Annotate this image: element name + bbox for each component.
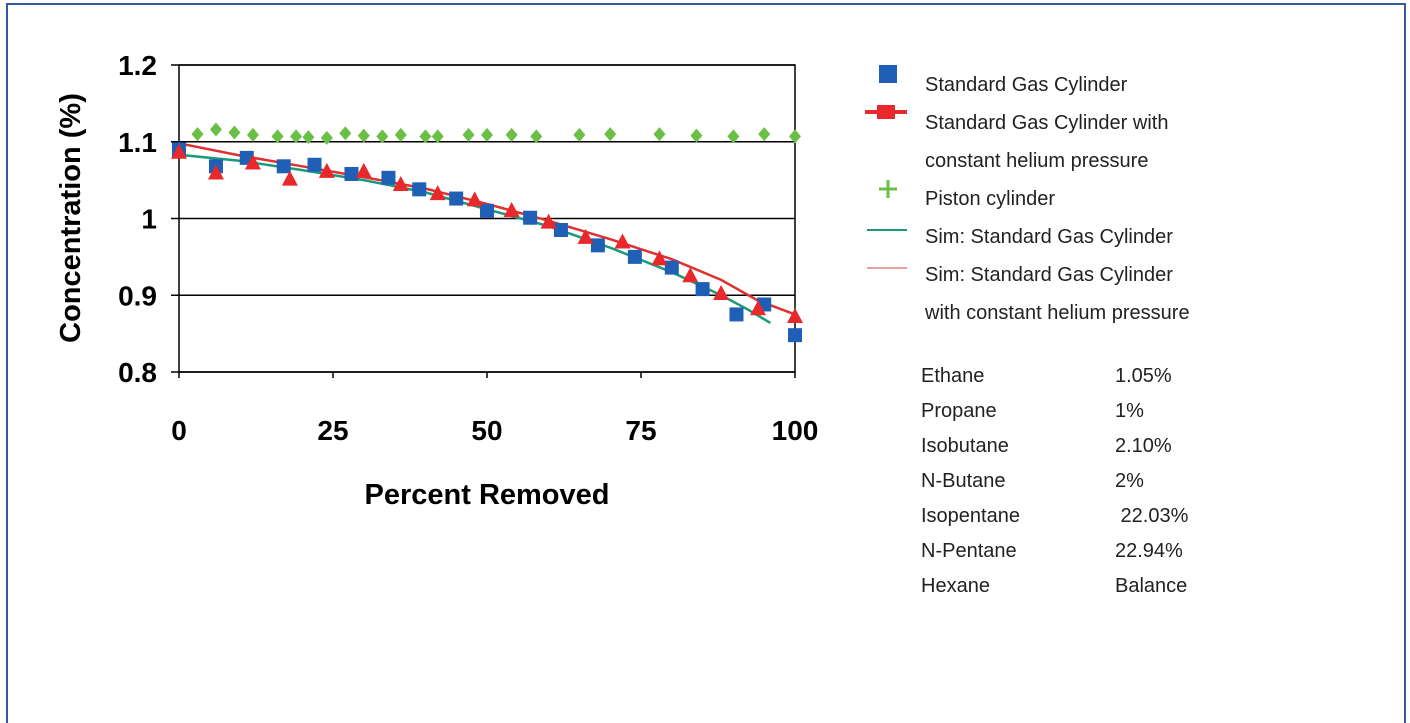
diamond-point: [727, 129, 740, 144]
diamond-point: [758, 127, 771, 142]
component-name: N-Butane: [921, 470, 1006, 492]
square-point: [449, 191, 464, 206]
component-value: 2%: [1115, 470, 1144, 492]
triangle-point: [503, 202, 520, 218]
x-axis-label: Percent Removed: [365, 479, 610, 511]
square-point: [553, 223, 568, 238]
component-name: N-Pentane: [921, 540, 1017, 562]
square-point: [695, 282, 710, 297]
diamond-point: [376, 129, 389, 144]
y-axis-label: Concentration (%): [55, 93, 87, 343]
component-value: 22.94%: [1115, 540, 1183, 562]
diamond-point: [357, 128, 370, 143]
diamond-point: [246, 127, 259, 142]
legend-label-line2: with constant helium pressure: [925, 302, 1190, 324]
series-line: [178, 142, 796, 316]
triangle-point: [392, 175, 409, 191]
y-tick-label: 1.1: [118, 127, 157, 158]
diamond-point: [653, 127, 666, 142]
diamond-point: [530, 129, 543, 144]
diamond-point: [302, 130, 315, 145]
component-value: Balance: [1115, 575, 1188, 597]
square-point: [664, 260, 679, 275]
triangle-point: [171, 143, 187, 159]
x-tick-label: 25: [317, 415, 348, 446]
line-marker-icon: [867, 267, 907, 269]
diamond-point: [290, 129, 303, 144]
triangle-point: [355, 162, 372, 178]
diamond-point: [209, 122, 222, 137]
y-tick-label: 1: [141, 204, 157, 235]
square-point: [381, 170, 396, 185]
square-marker-icon: [879, 65, 897, 83]
diamond-point: [604, 127, 617, 142]
y-tick-label: 0.9: [118, 280, 157, 311]
square-point: [523, 210, 538, 225]
square-point: [729, 307, 744, 322]
triangle-point: [651, 250, 668, 266]
component-name: Propane: [921, 400, 997, 422]
diamond-point: [394, 127, 407, 142]
plus-marker-icon: [879, 180, 897, 198]
triangle-point: [614, 233, 631, 249]
square-point: [412, 182, 427, 197]
triangle-point: [318, 162, 335, 178]
diamond-point: [789, 129, 801, 144]
square-point: [788, 328, 802, 343]
component-value: 1%: [1115, 400, 1144, 422]
square-point: [480, 203, 494, 218]
triangle-point: [540, 213, 557, 229]
diamond-point: [339, 126, 352, 141]
x-tick-label: 100: [772, 415, 819, 446]
square-point: [307, 157, 322, 172]
y-tick-label: 1.2: [118, 50, 157, 81]
triangle-marker-icon: [865, 105, 907, 119]
x-tick-label: 50: [471, 415, 502, 446]
triangle-point: [682, 267, 699, 283]
triangle-point: [577, 228, 594, 244]
triangle-point: [281, 170, 298, 186]
square-point: [590, 238, 605, 253]
diamond-point: [228, 125, 241, 140]
x-tick-label: 0: [171, 415, 187, 446]
component-value: 22.03%: [1115, 505, 1189, 527]
legend-label: Piston cylinder: [925, 188, 1056, 210]
diamond-point: [690, 128, 703, 143]
diamond-point: [271, 129, 284, 144]
legend-label: Standard Gas Cylinder with: [925, 112, 1169, 134]
figure-frame: [6, 3, 1406, 723]
legend-label: Sim: Standard Gas Cylinder: [925, 226, 1173, 248]
component-name: Ethane: [921, 365, 985, 387]
triangle-point: [713, 284, 730, 300]
legend-label: Standard Gas Cylinder: [925, 74, 1128, 96]
triangle-point: [750, 300, 767, 316]
diamond-point: [573, 127, 586, 142]
component-value: 1.05%: [1115, 365, 1172, 387]
diamond-point: [191, 127, 204, 142]
triangle-point: [207, 164, 224, 180]
square-point: [627, 249, 642, 264]
diamond-point: [462, 127, 475, 142]
component-name: Isopentane: [921, 505, 1020, 527]
component-name: Isobutane: [921, 435, 1009, 457]
concentration-chart: 0.8 0.9 1 1.1 1.2 0 25 50 75 100 Percent Removed Co…: [55, 50, 819, 511]
component-value: 2.10%: [1115, 435, 1172, 457]
diamond-point: [431, 129, 444, 144]
triangle-point: [787, 307, 803, 323]
line-marker-icon: [867, 229, 907, 231]
x-tick-label: 75: [625, 415, 656, 446]
triangle-point: [244, 154, 261, 170]
y-tick-label: 0.8: [118, 357, 157, 388]
diamond-point: [419, 129, 432, 144]
legend-label: Sim: Standard Gas Cylinder: [925, 264, 1173, 286]
diamond-point: [320, 130, 333, 145]
diamond-point: [481, 127, 493, 142]
triangle-point: [466, 191, 483, 207]
square-point: [344, 166, 359, 181]
diamond-point: [505, 127, 518, 142]
triangle-point: [429, 185, 446, 201]
component-name: Hexane: [921, 575, 990, 597]
square-point: [276, 159, 291, 174]
legend-label-line2: constant helium pressure: [925, 150, 1149, 172]
